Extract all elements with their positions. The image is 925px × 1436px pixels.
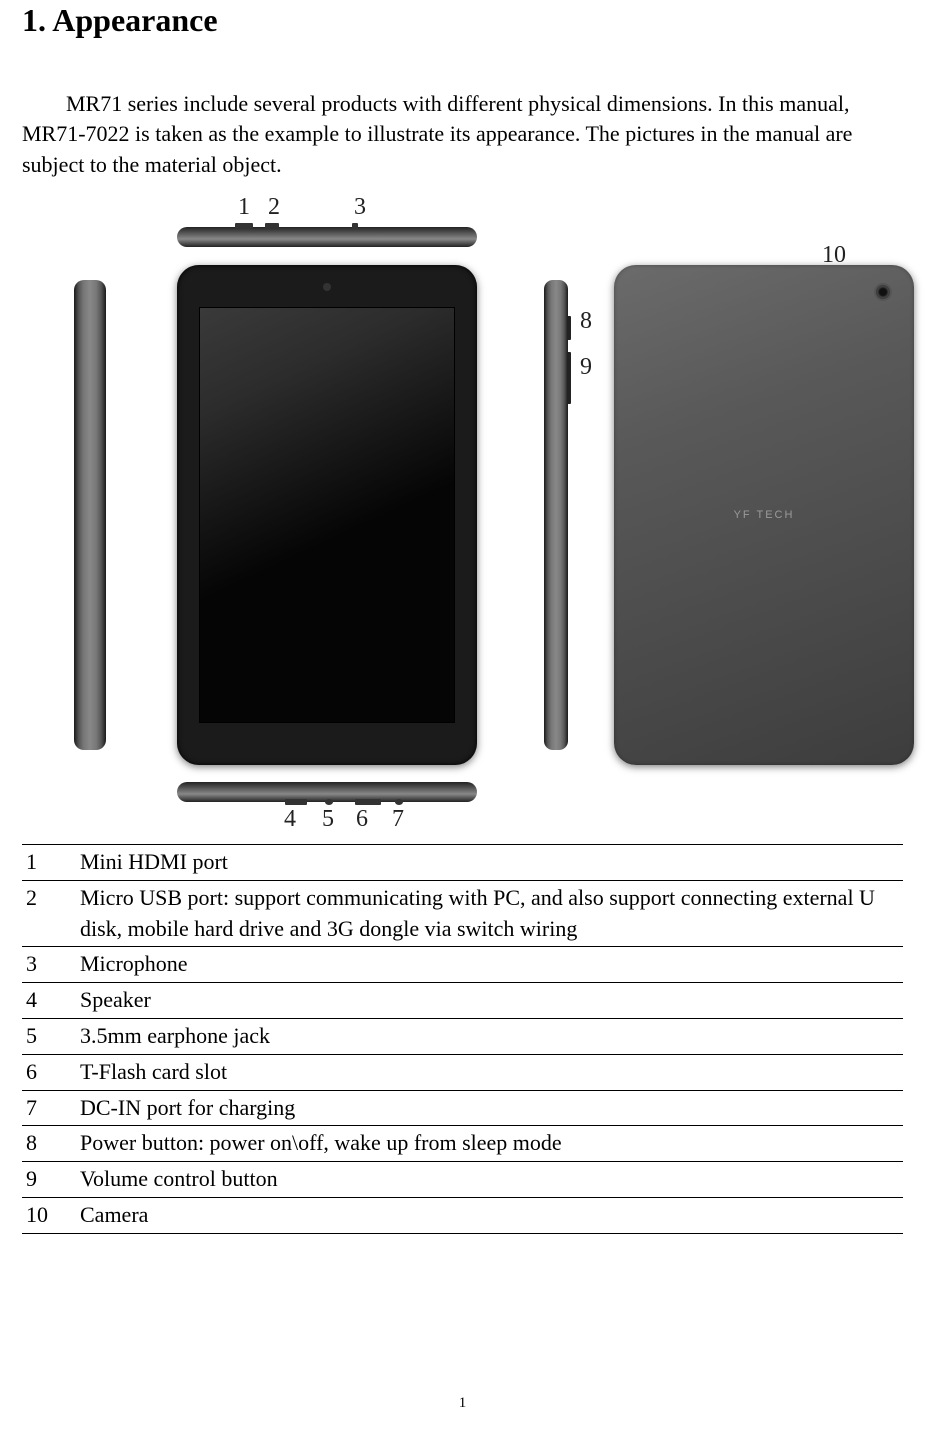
callout-8: 8: [580, 308, 592, 335]
table-row: 6 T-Flash card slot: [22, 1054, 903, 1090]
callout-4: 4: [284, 806, 296, 833]
part-number: 10: [22, 1198, 76, 1234]
volume-button-icon: [567, 352, 571, 404]
callout-3: 3: [354, 194, 366, 221]
front-camera-icon: [323, 283, 331, 291]
part-number: 8: [22, 1126, 76, 1162]
part-number: 3: [22, 947, 76, 983]
part-number: 5: [22, 1019, 76, 1055]
table-row: 8 Power button: power on\off, wake up fr…: [22, 1126, 903, 1162]
part-description: Mini HDMI port: [76, 845, 903, 881]
brand-logo: YF TECH: [734, 509, 795, 521]
section-heading: 1. Appearance: [22, 2, 903, 39]
device-screen: [199, 307, 455, 723]
part-description: Microphone: [76, 947, 903, 983]
device-front-view: [177, 265, 477, 765]
device-bottom-edge-view: [177, 782, 477, 802]
part-description: Camera: [76, 1198, 903, 1234]
part-description: T-Flash card slot: [76, 1054, 903, 1090]
callout-1: 1: [238, 194, 250, 221]
table-row: 5 3.5mm earphone jack: [22, 1019, 903, 1055]
callout-2: 2: [268, 194, 280, 221]
callout-5: 5: [322, 806, 334, 833]
part-description: Power button: power on\off, wake up from…: [76, 1126, 903, 1162]
table-row: 9 Volume control button: [22, 1162, 903, 1198]
device-left-side-view: [74, 280, 106, 750]
table-row: 2 Micro USB port: support communicating …: [22, 880, 903, 947]
device-back-view: YF TECH: [614, 265, 914, 765]
callout-6: 6: [356, 806, 368, 833]
appearance-diagram: 1 2 3 4 5 6 7 8 9 YF TECH 10: [22, 200, 903, 840]
part-description: Speaker: [76, 983, 903, 1019]
part-number: 4: [22, 983, 76, 1019]
part-number: 7: [22, 1090, 76, 1126]
part-description: 3.5mm earphone jack: [76, 1019, 903, 1055]
callout-9: 9: [580, 354, 592, 381]
callout-10: 10: [822, 242, 846, 269]
part-number: 6: [22, 1054, 76, 1090]
power-button-icon: [567, 316, 571, 340]
part-number: 9: [22, 1162, 76, 1198]
part-description: DC-IN port for charging: [76, 1090, 903, 1126]
part-number: 1: [22, 845, 76, 881]
part-number: 2: [22, 880, 76, 947]
table-row: 1 Mini HDMI port: [22, 845, 903, 881]
part-description: Micro USB port: support communicating wi…: [76, 880, 903, 947]
intro-paragraph: MR71 series include several products wit…: [22, 89, 903, 180]
device-right-side-view: [544, 280, 568, 750]
table-row: 4 Speaker: [22, 983, 903, 1019]
table-row: 7 DC-IN port for charging: [22, 1090, 903, 1126]
part-description: Volume control button: [76, 1162, 903, 1198]
page-number: 1: [459, 1395, 467, 1412]
table-row: 10 Camera: [22, 1198, 903, 1234]
parts-table: 1 Mini HDMI port 2 Micro USB port: suppo…: [22, 844, 903, 1234]
rear-camera-icon: [874, 283, 892, 301]
callout-7: 7: [392, 806, 404, 833]
table-row: 3 Microphone: [22, 947, 903, 983]
device-top-edge-view: [177, 227, 477, 247]
